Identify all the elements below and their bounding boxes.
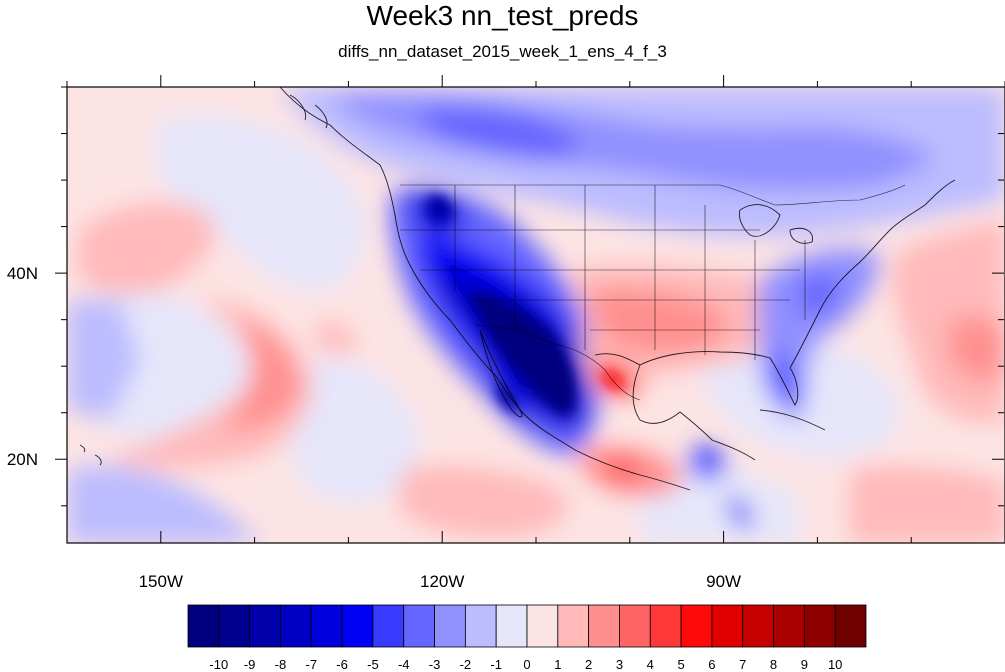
axis-ticks xyxy=(55,75,1005,543)
coastline-great-lakes xyxy=(739,204,813,244)
colorbar-label: 1 xyxy=(554,657,561,672)
colorbar-swatch xyxy=(526,604,559,648)
colorbar-swatch xyxy=(403,604,435,648)
field-light-blue-southwest xyxy=(67,465,260,543)
colorbar-label: -10 xyxy=(209,657,228,672)
field-blue-northeast xyxy=(758,126,932,175)
us-borders xyxy=(400,184,906,401)
colorbar-swatch xyxy=(495,604,528,648)
field-blue-north-strong xyxy=(420,106,577,160)
colorbar-label: -4 xyxy=(398,657,410,672)
map-title: Week3 nn_test_preds xyxy=(366,0,639,31)
colorbar-swatch xyxy=(742,604,774,648)
colorbar-swatch xyxy=(619,604,651,648)
colorbar-swatch xyxy=(372,604,405,648)
colorbar-swatch xyxy=(557,604,590,648)
field-blue-baja xyxy=(478,340,530,421)
colorbar-label: 4 xyxy=(647,657,654,672)
colorbar: -10 -9 -8 -7 -6 -5 -4 -3 -2 -1 0 1 2 3 4 5 6 7 8 9 10 xyxy=(187,604,867,672)
coastline-gulf xyxy=(594,351,799,406)
colorbar-swatch xyxy=(803,604,836,648)
colorbar-label: 5 xyxy=(677,657,684,672)
field-darkblue-core-1 xyxy=(470,290,576,415)
colorbar-swatch xyxy=(218,604,251,648)
colorbar-label: -5 xyxy=(367,657,379,672)
border-us-mexico xyxy=(474,324,641,401)
colorbar-label: -2 xyxy=(460,657,472,672)
coastline-hawaii xyxy=(79,444,102,466)
colorbar-swatch xyxy=(187,604,220,648)
colorbar-swatch xyxy=(280,604,312,648)
field-darkblue-core-2 xyxy=(426,194,453,223)
colorbar-swatch xyxy=(680,604,713,648)
border-canada-us xyxy=(400,184,906,206)
colorbar-swatch xyxy=(588,604,620,648)
colorbar-label: -6 xyxy=(336,657,348,672)
colorbar-swatch xyxy=(834,604,867,648)
colorbar-swatch xyxy=(249,604,281,648)
colorbar-label: -1 xyxy=(490,657,502,672)
coastline-west xyxy=(279,87,526,416)
colorbar-label: 7 xyxy=(739,657,746,672)
x-tick-label: 150W xyxy=(139,572,183,591)
colorbar-label: -3 xyxy=(429,657,441,672)
field-red-central-pacific xyxy=(315,320,356,355)
field-red-atlantic-south xyxy=(850,465,1005,543)
data-field xyxy=(67,87,1005,543)
coastlines xyxy=(79,87,956,491)
field-red-atlantic-core xyxy=(950,318,1005,382)
state-lines-horizontal xyxy=(400,229,800,331)
colorbar-label: -9 xyxy=(244,657,256,672)
x-tick-label: 120W xyxy=(420,572,464,591)
field-blue-central-america xyxy=(690,446,726,480)
colorbar-label: 0 xyxy=(523,657,530,672)
colorbar-label: 3 xyxy=(616,657,623,672)
colorbar-label: 9 xyxy=(801,657,808,672)
field-blue-appalachian xyxy=(797,274,842,317)
colorbar-swatch xyxy=(434,604,466,648)
map-subtitle: diffs_nn_dataset_2015_week_1_ens_4_f_3 xyxy=(338,42,667,61)
colorbar-label: 2 xyxy=(585,657,592,672)
colorbar-swatch xyxy=(341,604,374,648)
x-tick-label: 90W xyxy=(706,572,741,591)
colorbar-swatch xyxy=(649,604,682,648)
coastline-yucatan xyxy=(632,364,756,461)
field-red-pacific-north xyxy=(75,203,215,294)
field-red-mexico-core xyxy=(608,459,639,479)
coastline-mexico-pacific xyxy=(524,414,691,491)
field-light-blue-west-edge xyxy=(67,300,140,420)
coastline-baja xyxy=(479,329,523,418)
field-light-blue-north-pacific xyxy=(153,114,366,292)
colorbar-label: 8 xyxy=(770,657,777,672)
colorbar-swatch xyxy=(773,604,805,648)
colorbar-label: -7 xyxy=(305,657,317,672)
colorbar-swatch xyxy=(711,604,744,648)
colorbar-swatch xyxy=(310,604,343,648)
field-light-blue-central xyxy=(287,358,420,505)
colorbar-swatch xyxy=(464,604,497,648)
field-red-pacific-arc-core xyxy=(220,320,300,430)
field-blue-florida xyxy=(771,350,799,406)
colorbar-label: 10 xyxy=(828,657,842,672)
y-tick-label: 40N xyxy=(7,264,38,283)
coastline-east xyxy=(789,179,956,369)
coastline-cuba xyxy=(759,409,826,431)
coastline-canada-islands xyxy=(289,94,328,129)
axis-tick-labels: 150W 120W 90W 40N 20N xyxy=(7,264,741,591)
field-darkblue-baja xyxy=(496,380,519,412)
y-tick-label: 20N xyxy=(7,450,38,469)
state-lines-vertical xyxy=(454,185,806,360)
field-red-plains-mid xyxy=(592,288,728,353)
colorbar-label: 6 xyxy=(708,657,715,672)
field-red-south-pacific xyxy=(400,466,568,537)
field-blue-panama xyxy=(728,495,752,530)
colorbar-label: -8 xyxy=(275,657,287,672)
